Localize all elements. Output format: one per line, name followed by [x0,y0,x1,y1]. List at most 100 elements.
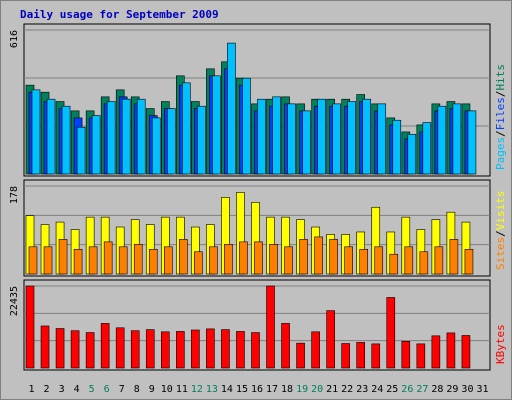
bar-kbytes-day-13 [206,328,215,369]
bar-kbytes-day-8 [130,330,140,369]
bar-kbytes-day-25 [386,297,396,369]
x-tick-label-day-2: 2 [44,384,50,395]
bar-kbytes-day-14 [221,329,230,369]
bar-sites-day-12 [194,251,203,275]
bar-pages-day-16 [257,98,266,175]
panel-kbytes: 22435 KBytes [9,279,507,371]
bar-pages-day-11 [182,82,191,175]
bar-pages-day-17 [272,96,281,175]
chart-title: Daily usage for September 2009 [20,8,219,21]
side-legend-label: Hits [494,64,507,91]
bar-sites-day-7 [118,246,128,275]
side-legend-kbytes: KBytes [494,324,507,364]
side-legend-label: Sites [494,237,507,270]
bar-kbytes-day-2 [40,325,50,369]
bar-pages-day-6 [106,101,116,175]
bar-pages-day-29 [452,103,462,175]
bar-sites-day-11 [179,239,188,275]
x-tick-label-day-22: 22 [341,384,353,395]
bar-pages-day-7 [121,98,131,175]
bar-sites-day-22 [344,246,353,275]
x-tick-label-day-13: 13 [206,384,218,395]
bar-pages-day-18 [287,103,296,175]
bar-pages-day-26 [407,133,417,175]
bar-kbytes-day-30 [461,335,471,369]
x-tick-label-day-16: 16 [251,384,263,395]
bar-kbytes-day-3 [55,328,65,369]
bar-sites-day-30 [464,248,474,275]
bar-sites-day-9 [148,248,158,275]
x-tick-label-day-3: 3 [59,384,65,395]
bar-sites-day-13 [209,246,218,275]
bar-kbytes-day-29 [446,332,456,369]
x-tick-label-day-11: 11 [176,384,188,395]
bar-kbytes-day-4 [70,330,80,369]
bar-pages-day-14 [227,42,236,175]
bar-kbytes-day-19 [296,342,305,369]
x-tick-label-day-25: 25 [386,384,398,395]
x-tick-label-day-30: 30 [461,384,473,395]
bar-sites-day-16 [254,241,263,275]
bar-sites-day-17 [269,244,278,275]
bar-kbytes-day-17 [266,285,275,369]
panel-hits: 616 Pages/Files/Hits [9,23,507,177]
bar-sites-day-23 [359,248,369,275]
bar-pages-day-2 [46,98,56,175]
bar-pages-day-10 [166,108,176,175]
bar-pages-day-20 [317,98,326,175]
side-legend-label: / [494,130,507,137]
x-axis-labels: 1 2 3 4 5 6 7 8 9 10 11 12 13 14 15 16 17 18 19 20 21 22 23 24 2… [29,384,489,395]
bar-sites-day-21 [329,239,338,275]
x-tick-label-day-19: 19 [296,384,308,395]
panel-visits: 178 Sites/Visits [9,179,507,277]
side-legend-label: / [494,91,507,98]
bar-pages-day-8 [136,98,146,175]
bar-sites-day-26 [404,246,414,275]
bar-sites-day-1 [28,246,38,275]
x-tick-label-day-27: 27 [416,384,428,395]
bar-kbytes-day-21 [326,310,335,369]
side-legend-label: Visits [494,191,507,231]
bar-kbytes-day-6 [100,323,110,369]
y-tick-max-label: 616 [9,30,20,48]
y-tick-max-label: 178 [9,186,20,204]
side-legend-hits: Pages/Files/Hits [494,64,507,170]
bar-sites-day-5 [88,246,98,275]
bar-pages-day-30 [467,110,477,175]
bar-pages-day-4 [76,126,86,175]
side-legend-label: Pages [494,137,507,170]
x-tick-label-day-17: 17 [266,384,278,395]
x-tick-label-day-23: 23 [356,384,368,395]
x-tick-label-day-20: 20 [311,384,323,395]
x-tick-label-day-14: 14 [221,384,233,395]
bar-sites-day-25 [389,253,399,275]
bar-sites-day-3 [58,239,68,275]
bar-kbytes-day-22 [341,343,350,369]
bar-sites-day-19 [299,239,308,275]
bar-sites-day-29 [449,239,459,275]
x-tick-label-day-18: 18 [281,384,293,395]
x-tick-label-day-6: 6 [104,384,110,395]
chart-panels: 616 Pages/Files/Hits 178 Sites / Visits 22435 K… [9,23,507,371]
x-tick-label-day-9: 9 [149,384,155,395]
bar-pages-day-3 [61,105,71,175]
bar-sites-day-10 [163,246,173,275]
y-tick-max-label: 22435 [9,286,20,316]
bar-kbytes-day-16 [251,332,260,369]
bar-pages-day-27 [422,122,432,175]
bar-kbytes-day-20 [311,331,320,369]
bar-pages-day-25 [392,119,402,175]
bar-kbytes-day-26 [401,341,411,369]
bar-pages-day-21 [332,103,341,175]
bar-sites-day-20 [314,236,323,275]
bar-kbytes-day-23 [356,342,366,369]
x-tick-label-day-29: 29 [446,384,458,395]
bar-pages-day-5 [91,115,101,175]
x-tick-label-day-8: 8 [134,384,140,395]
x-tick-label-day-26: 26 [401,384,413,395]
x-tick-label-day-12: 12 [191,384,203,395]
bar-sites-day-4 [73,248,83,275]
x-tick-label-day-10: 10 [161,384,173,395]
bar-kbytes-day-12 [191,329,200,369]
